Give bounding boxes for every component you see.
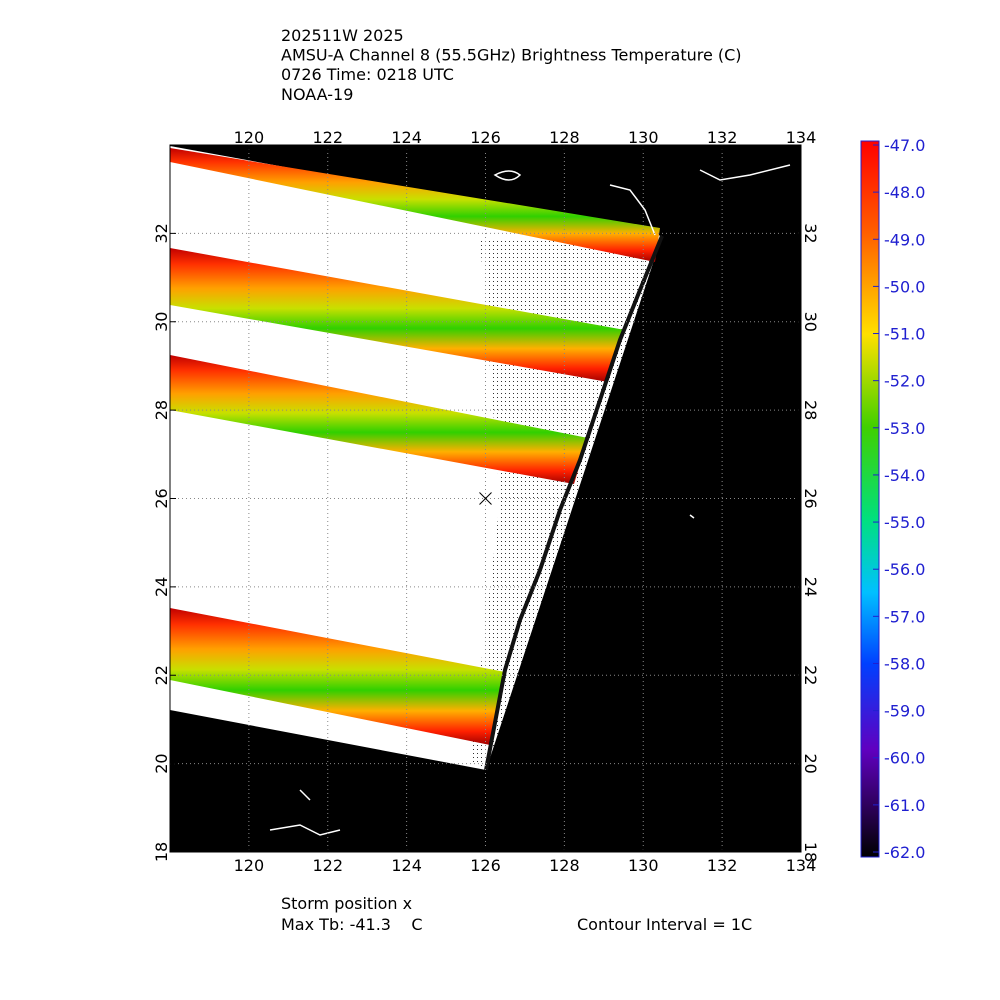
- colorbar-label: -47.0: [884, 136, 925, 155]
- storm-position: [479, 492, 492, 505]
- x-tick-label: 120: [234, 856, 265, 875]
- island: [493, 170, 522, 181]
- scan-band: [170, 248, 625, 382]
- x-tick-label: 124: [391, 856, 422, 875]
- y-tick-label: 26: [801, 488, 820, 508]
- x-tick-label: 126: [470, 856, 501, 875]
- colorbar-label: -48.0: [884, 183, 925, 202]
- y-tick-label: 28: [801, 400, 820, 420]
- scan-band: [170, 355, 588, 484]
- colorbar-label: -50.0: [884, 277, 925, 296]
- y-tick-label: 18: [801, 842, 820, 862]
- x-tick-label: 124: [391, 128, 422, 147]
- x-tick-label: 130: [628, 856, 659, 875]
- colorbar-label: -58.0: [884, 654, 925, 673]
- scan-band: [170, 148, 660, 262]
- y-tick-label: 22: [801, 665, 820, 685]
- y-tick-label: 30: [152, 312, 171, 332]
- y-tick-label: 24: [801, 577, 820, 597]
- x-tick-label: 130: [628, 128, 659, 147]
- x-tick-label: 126: [470, 128, 501, 147]
- x-tick-label: 134: [786, 128, 817, 147]
- storm-label: Storm position x: [281, 894, 412, 913]
- colorbar-label: -54.0: [884, 466, 925, 485]
- x-tick-label: 122: [312, 128, 343, 147]
- y-tick-label: 22: [152, 665, 171, 685]
- y-tick-label: 20: [152, 753, 171, 773]
- x-tick-label: 132: [707, 856, 738, 875]
- title-line: NOAA-19: [281, 85, 353, 104]
- x-tick-label: 128: [549, 856, 580, 875]
- x-tick-label: 120: [234, 128, 265, 147]
- colorbar-label: -53.0: [884, 419, 925, 438]
- y-tick-label: 20: [801, 753, 820, 773]
- x-tick-label: 128: [549, 128, 580, 147]
- colorbar-label: -59.0: [884, 702, 925, 721]
- y-tick-label: 18: [152, 842, 171, 862]
- max-tb: Max Tb: -41.3 C: [281, 915, 422, 934]
- scan-band: [170, 608, 505, 745]
- map: [170, 145, 801, 852]
- coastline: [484, 235, 664, 771]
- colorbar: [860, 140, 880, 858]
- colorbar-label: -52.0: [884, 372, 925, 391]
- title-line: 0726 Time: 0218 UTC: [281, 65, 454, 84]
- colorbar-label: -61.0: [884, 796, 925, 815]
- contour-interval: Contour Interval = 1C: [577, 915, 752, 934]
- colorbar-label: -56.0: [884, 560, 925, 579]
- y-tick-label: 28: [152, 400, 171, 420]
- colorbar-label: -49.0: [884, 230, 925, 249]
- colorbar-label: -55.0: [884, 513, 925, 532]
- y-tick-label: 24: [152, 577, 171, 597]
- colorbar-label: -60.0: [884, 749, 925, 768]
- title-line: AMSU-A Channel 8 (55.5GHz) Brightness Te…: [281, 46, 742, 65]
- title-line: 202511W 2025: [281, 26, 404, 45]
- x-tick-label: 122: [312, 856, 343, 875]
- y-tick-label: 26: [152, 488, 171, 508]
- y-tick-label: 32: [801, 223, 820, 243]
- colorbar-label: -51.0: [884, 325, 925, 344]
- coastline: [269, 164, 791, 836]
- x-tick-label: 132: [707, 128, 738, 147]
- colorbar-label: -62.0: [884, 843, 925, 862]
- colorbar-label: -57.0: [884, 607, 925, 626]
- y-tick-label: 32: [152, 223, 171, 243]
- y-tick-label: 30: [801, 312, 820, 332]
- x-tick-label: 134: [786, 856, 817, 875]
- swath-edge-stipple: [470, 236, 662, 770]
